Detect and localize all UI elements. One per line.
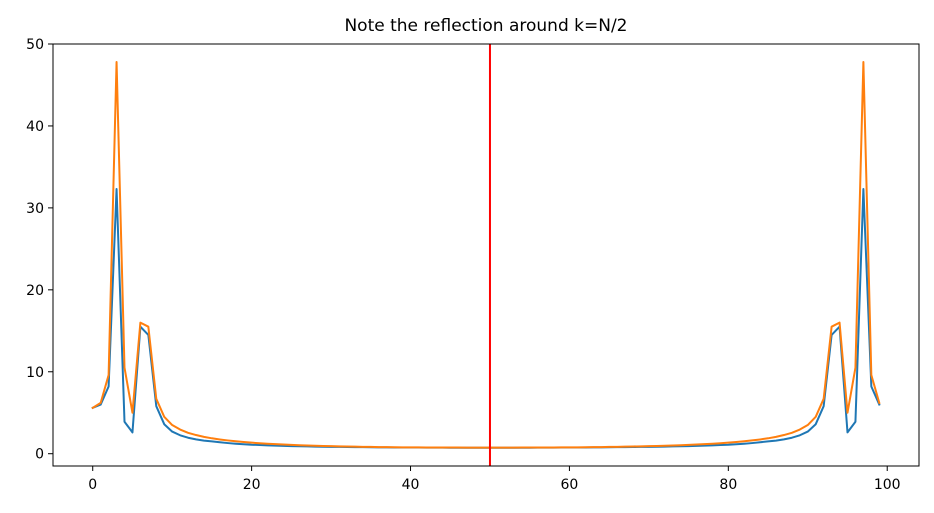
x-tick-label: 100	[874, 477, 901, 493]
series-line-1	[91, 188, 881, 449]
x-tick-label: 20	[243, 477, 261, 493]
x-tick-label: 80	[719, 477, 737, 493]
axes: 0 20 40 60 80 100 0 10 20 30 40 50	[26, 37, 920, 493]
y-tick-label: 20	[26, 283, 44, 299]
x-tick-label: 60	[561, 477, 579, 493]
x-tick-label: 0	[88, 477, 97, 493]
chart-title: Note the reflection around k=N/2	[344, 16, 627, 36]
plot-area	[91, 44, 881, 466]
y-tick-label: 50	[26, 37, 44, 53]
y-tick-label: 40	[26, 119, 44, 135]
y-tick-label: 30	[26, 201, 44, 217]
series-line-2	[91, 61, 881, 449]
y-tick-label: 10	[26, 365, 44, 381]
x-tick-label: 40	[402, 477, 420, 493]
axes-frame	[52, 43, 920, 467]
y-tick-label: 0	[35, 447, 44, 463]
